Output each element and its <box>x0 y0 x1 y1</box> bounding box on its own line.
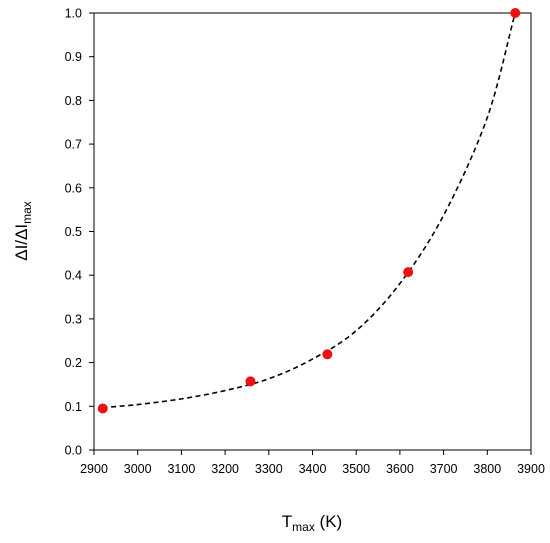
x-axis-title-main: T <box>282 512 292 531</box>
data-point <box>403 267 414 278</box>
data-points-layer <box>97 8 521 414</box>
y-tick-label: 0.0 <box>65 444 82 458</box>
y-axis-title-main: ΔI/ΔI <box>12 224 31 261</box>
x-tick-label: 3100 <box>167 462 195 476</box>
y-tick-label: 0.2 <box>65 356 82 370</box>
y-axis: 0.0 0.1 0.2 0.3 0.4 0.5 0.6 0.7 0.8 0.9 1.0 <box>65 7 94 458</box>
y-tick-label: 0.8 <box>65 94 82 108</box>
x-tick-label: 3500 <box>342 462 370 476</box>
y-axis-title-sub: max <box>20 201 34 224</box>
x-tick-label: 3600 <box>386 462 414 476</box>
y-tick-label: 1.0 <box>65 7 82 21</box>
fit-curve-line <box>102 13 517 409</box>
y-tick-label: 0.4 <box>65 269 82 283</box>
x-tick-label: 3800 <box>473 462 501 476</box>
x-tick-label: 2900 <box>80 462 108 476</box>
y-tick-label: 0.6 <box>65 181 82 195</box>
data-point <box>322 349 333 360</box>
x-tick-label: 3200 <box>211 462 239 476</box>
x-axis: 2900 3000 3100 3200 3300 3400 3500 3600 3700 3800… <box>80 450 545 476</box>
x-tick-label: 3700 <box>430 462 458 476</box>
x-axis-title-sub: max <box>292 520 315 534</box>
data-point <box>97 403 108 414</box>
x-tick-label: 3000 <box>124 462 152 476</box>
plot-area-frame <box>93 12 532 451</box>
y-tick-label: 0.5 <box>65 225 82 239</box>
y-tick-label: 0.3 <box>65 312 82 326</box>
data-point <box>245 376 256 387</box>
y-tick-label: 0.9 <box>65 50 82 64</box>
x-tick-label: 3400 <box>299 462 327 476</box>
data-point <box>510 8 521 18</box>
x-tick-label: 3900 <box>517 462 545 476</box>
y-axis-title: ΔI/ΔImax <box>12 201 34 261</box>
x-tick-label: 3300 <box>255 462 283 476</box>
y-tick-label: 0.7 <box>65 138 82 152</box>
x-axis-title: Tmax (K) <box>282 512 342 534</box>
x-axis-title-unit: (K) <box>315 512 342 531</box>
fit-curve-layer <box>102 13 517 409</box>
y-tick-label: 0.1 <box>65 400 82 414</box>
